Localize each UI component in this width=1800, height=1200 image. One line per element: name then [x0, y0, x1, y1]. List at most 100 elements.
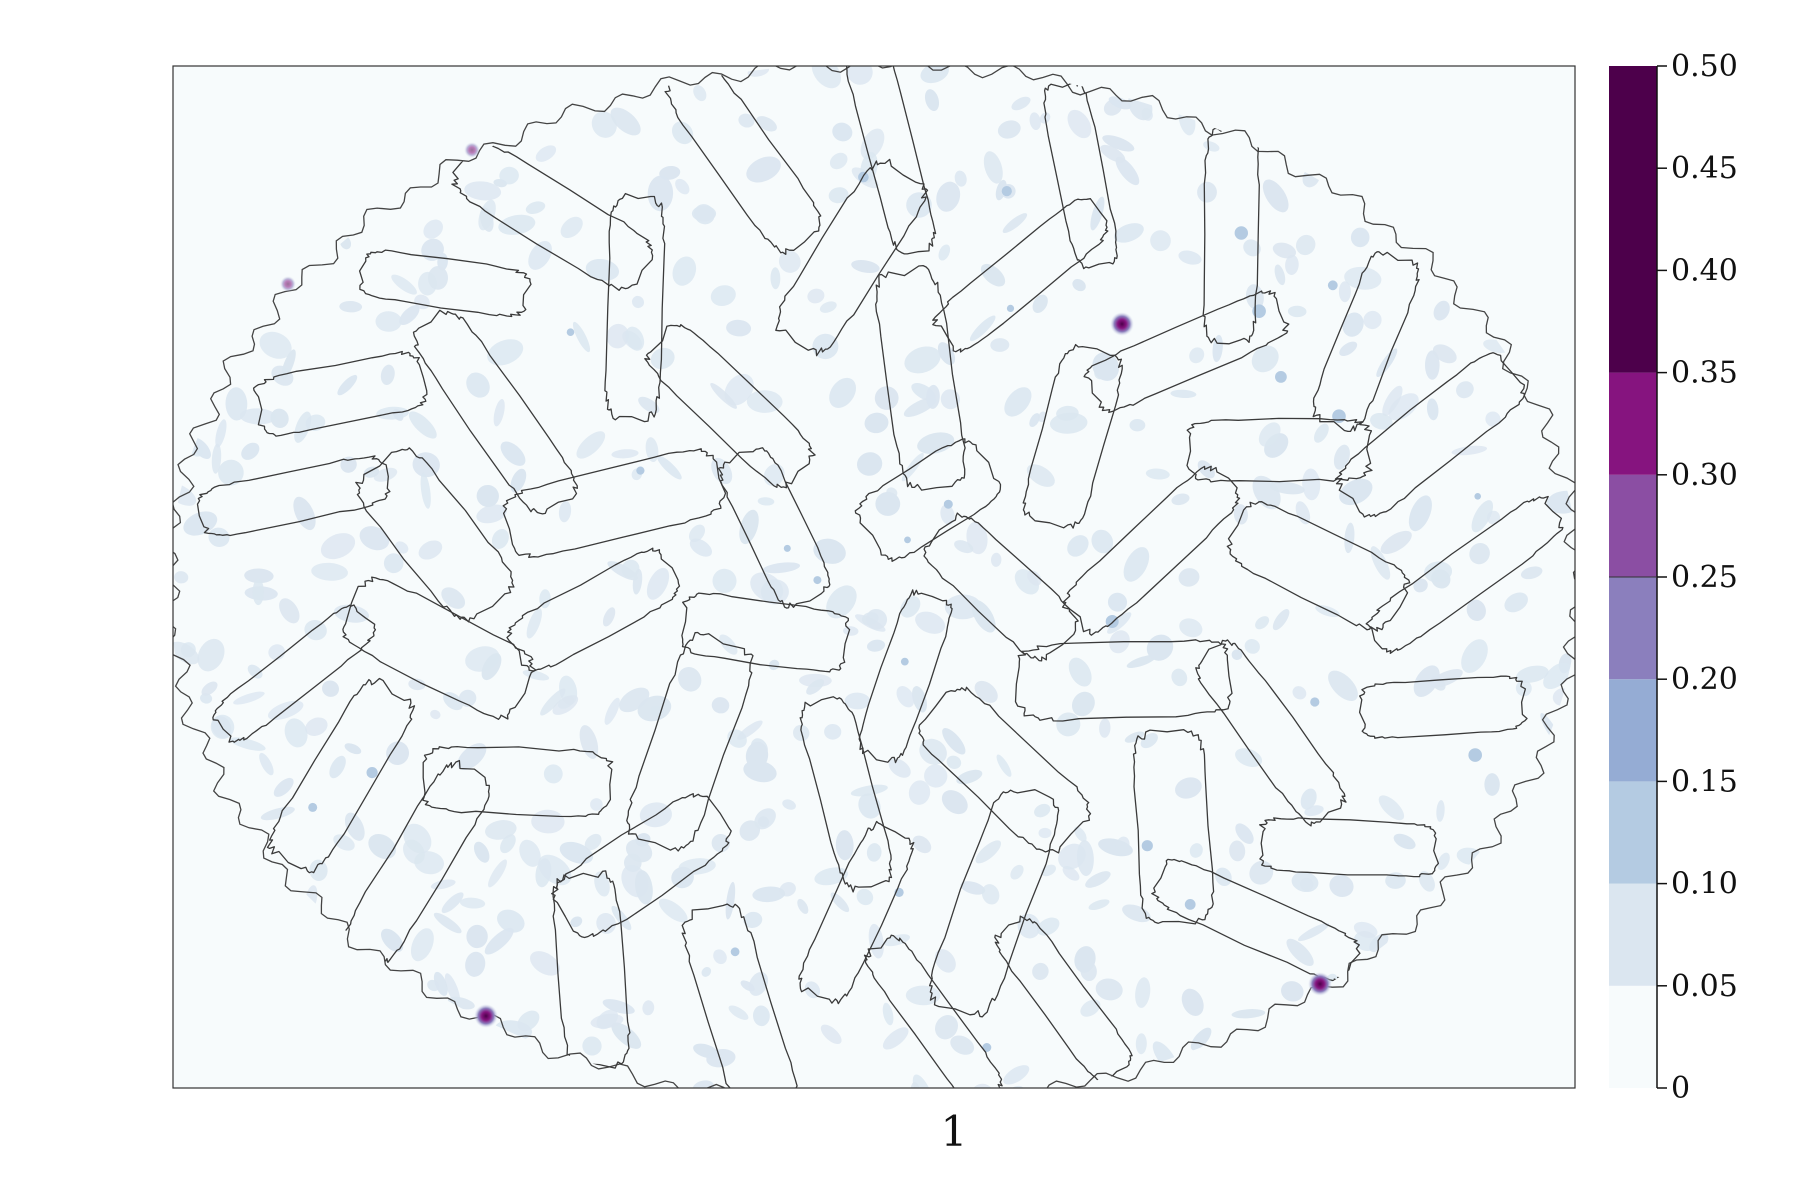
grain-outline — [928, 789, 1060, 1018]
speckle — [1071, 691, 1095, 717]
grain-outline — [1186, 417, 1373, 483]
speckle — [535, 858, 552, 888]
speckle — [868, 923, 884, 959]
speckle — [1011, 96, 1031, 111]
speckle — [1339, 478, 1373, 506]
speckle — [1189, 347, 1205, 364]
speckle — [657, 455, 682, 480]
speckle — [604, 697, 620, 725]
grain-outline — [196, 455, 391, 537]
speckle — [247, 664, 263, 679]
speckle — [464, 181, 502, 201]
speckle — [433, 971, 448, 996]
speckle — [1425, 350, 1440, 380]
speckle — [211, 443, 222, 474]
speckle — [832, 122, 853, 142]
speckle — [619, 687, 650, 713]
speckle — [582, 1036, 602, 1056]
speckle — [241, 442, 260, 460]
speckle — [924, 764, 948, 788]
speckle — [391, 274, 417, 295]
colorbar-tick-label-5: 0.25 — [1671, 560, 1738, 595]
speckle — [1171, 668, 1188, 687]
speckle — [270, 408, 289, 429]
speckle — [344, 743, 362, 755]
speckle — [479, 207, 494, 232]
grain-outline — [1259, 817, 1440, 878]
grain-outline — [1014, 639, 1233, 722]
speckle — [806, 679, 825, 695]
speckle — [743, 760, 777, 783]
speckle — [320, 533, 356, 560]
speckle — [359, 526, 390, 551]
speckle — [1338, 281, 1351, 303]
grain-outline — [1083, 290, 1290, 414]
speckle — [528, 240, 552, 270]
speckle — [910, 1082, 921, 1088]
speckle — [591, 111, 617, 138]
speckle — [500, 441, 526, 466]
speckle — [1129, 418, 1146, 432]
speckle — [1032, 962, 1049, 980]
colorbar-tick-label-8: 0.40 — [1671, 253, 1738, 288]
speckle — [610, 107, 641, 136]
speckle — [882, 1027, 909, 1050]
speckle — [530, 951, 560, 976]
speckle — [1291, 871, 1319, 893]
plot-area — [172, 65, 1576, 1089]
speckle — [584, 833, 602, 851]
speckle — [768, 659, 780, 671]
speckle — [333, 604, 370, 623]
speckle — [1388, 393, 1419, 421]
speckle — [1382, 385, 1403, 416]
speckle — [499, 166, 519, 185]
speckle — [540, 688, 566, 716]
speckle — [1408, 495, 1432, 532]
speckle — [1088, 899, 1110, 911]
speckle — [938, 244, 951, 261]
speckle — [706, 1049, 736, 1068]
speckle — [611, 449, 639, 459]
speckle — [1145, 468, 1170, 480]
speckle — [1231, 1009, 1266, 1019]
grain-outline — [626, 631, 754, 852]
speckle — [239, 408, 277, 425]
speckle — [1197, 460, 1215, 479]
speckle — [1027, 570, 1042, 586]
speckle — [650, 347, 675, 370]
speckle — [954, 170, 967, 187]
colorbar-level-0 — [1609, 985, 1657, 1088]
speckle — [1092, 352, 1120, 381]
speckle — [710, 382, 737, 409]
colorbar-level-1 — [1609, 883, 1657, 986]
speckle — [173, 641, 200, 665]
speckle — [944, 594, 982, 620]
speckle — [279, 598, 300, 624]
speckle — [1255, 616, 1270, 630]
speckle — [428, 266, 448, 290]
speckle — [443, 692, 463, 711]
speckle — [465, 951, 486, 977]
speckle — [762, 562, 801, 574]
speckle — [896, 685, 915, 708]
grain-outline — [798, 820, 915, 1005]
colorbar-tick-label-7: 0.35 — [1671, 356, 1738, 391]
speckle — [339, 300, 363, 313]
speckle-dark — [783, 544, 791, 552]
speckle — [1189, 843, 1203, 858]
speckle-dark — [1252, 304, 1266, 319]
speckle-dark — [1001, 186, 1012, 197]
speckle — [888, 758, 911, 778]
speckle — [558, 500, 572, 523]
speckle — [811, 66, 842, 89]
speckle — [410, 928, 434, 962]
speckle — [1300, 788, 1317, 810]
speckle — [1102, 135, 1135, 152]
speckle — [824, 723, 842, 740]
speckle — [1328, 670, 1358, 702]
speckle — [381, 928, 404, 953]
speckle — [1099, 718, 1111, 738]
speckle — [386, 741, 410, 765]
speckle — [1067, 109, 1092, 139]
speckle — [1286, 938, 1314, 967]
